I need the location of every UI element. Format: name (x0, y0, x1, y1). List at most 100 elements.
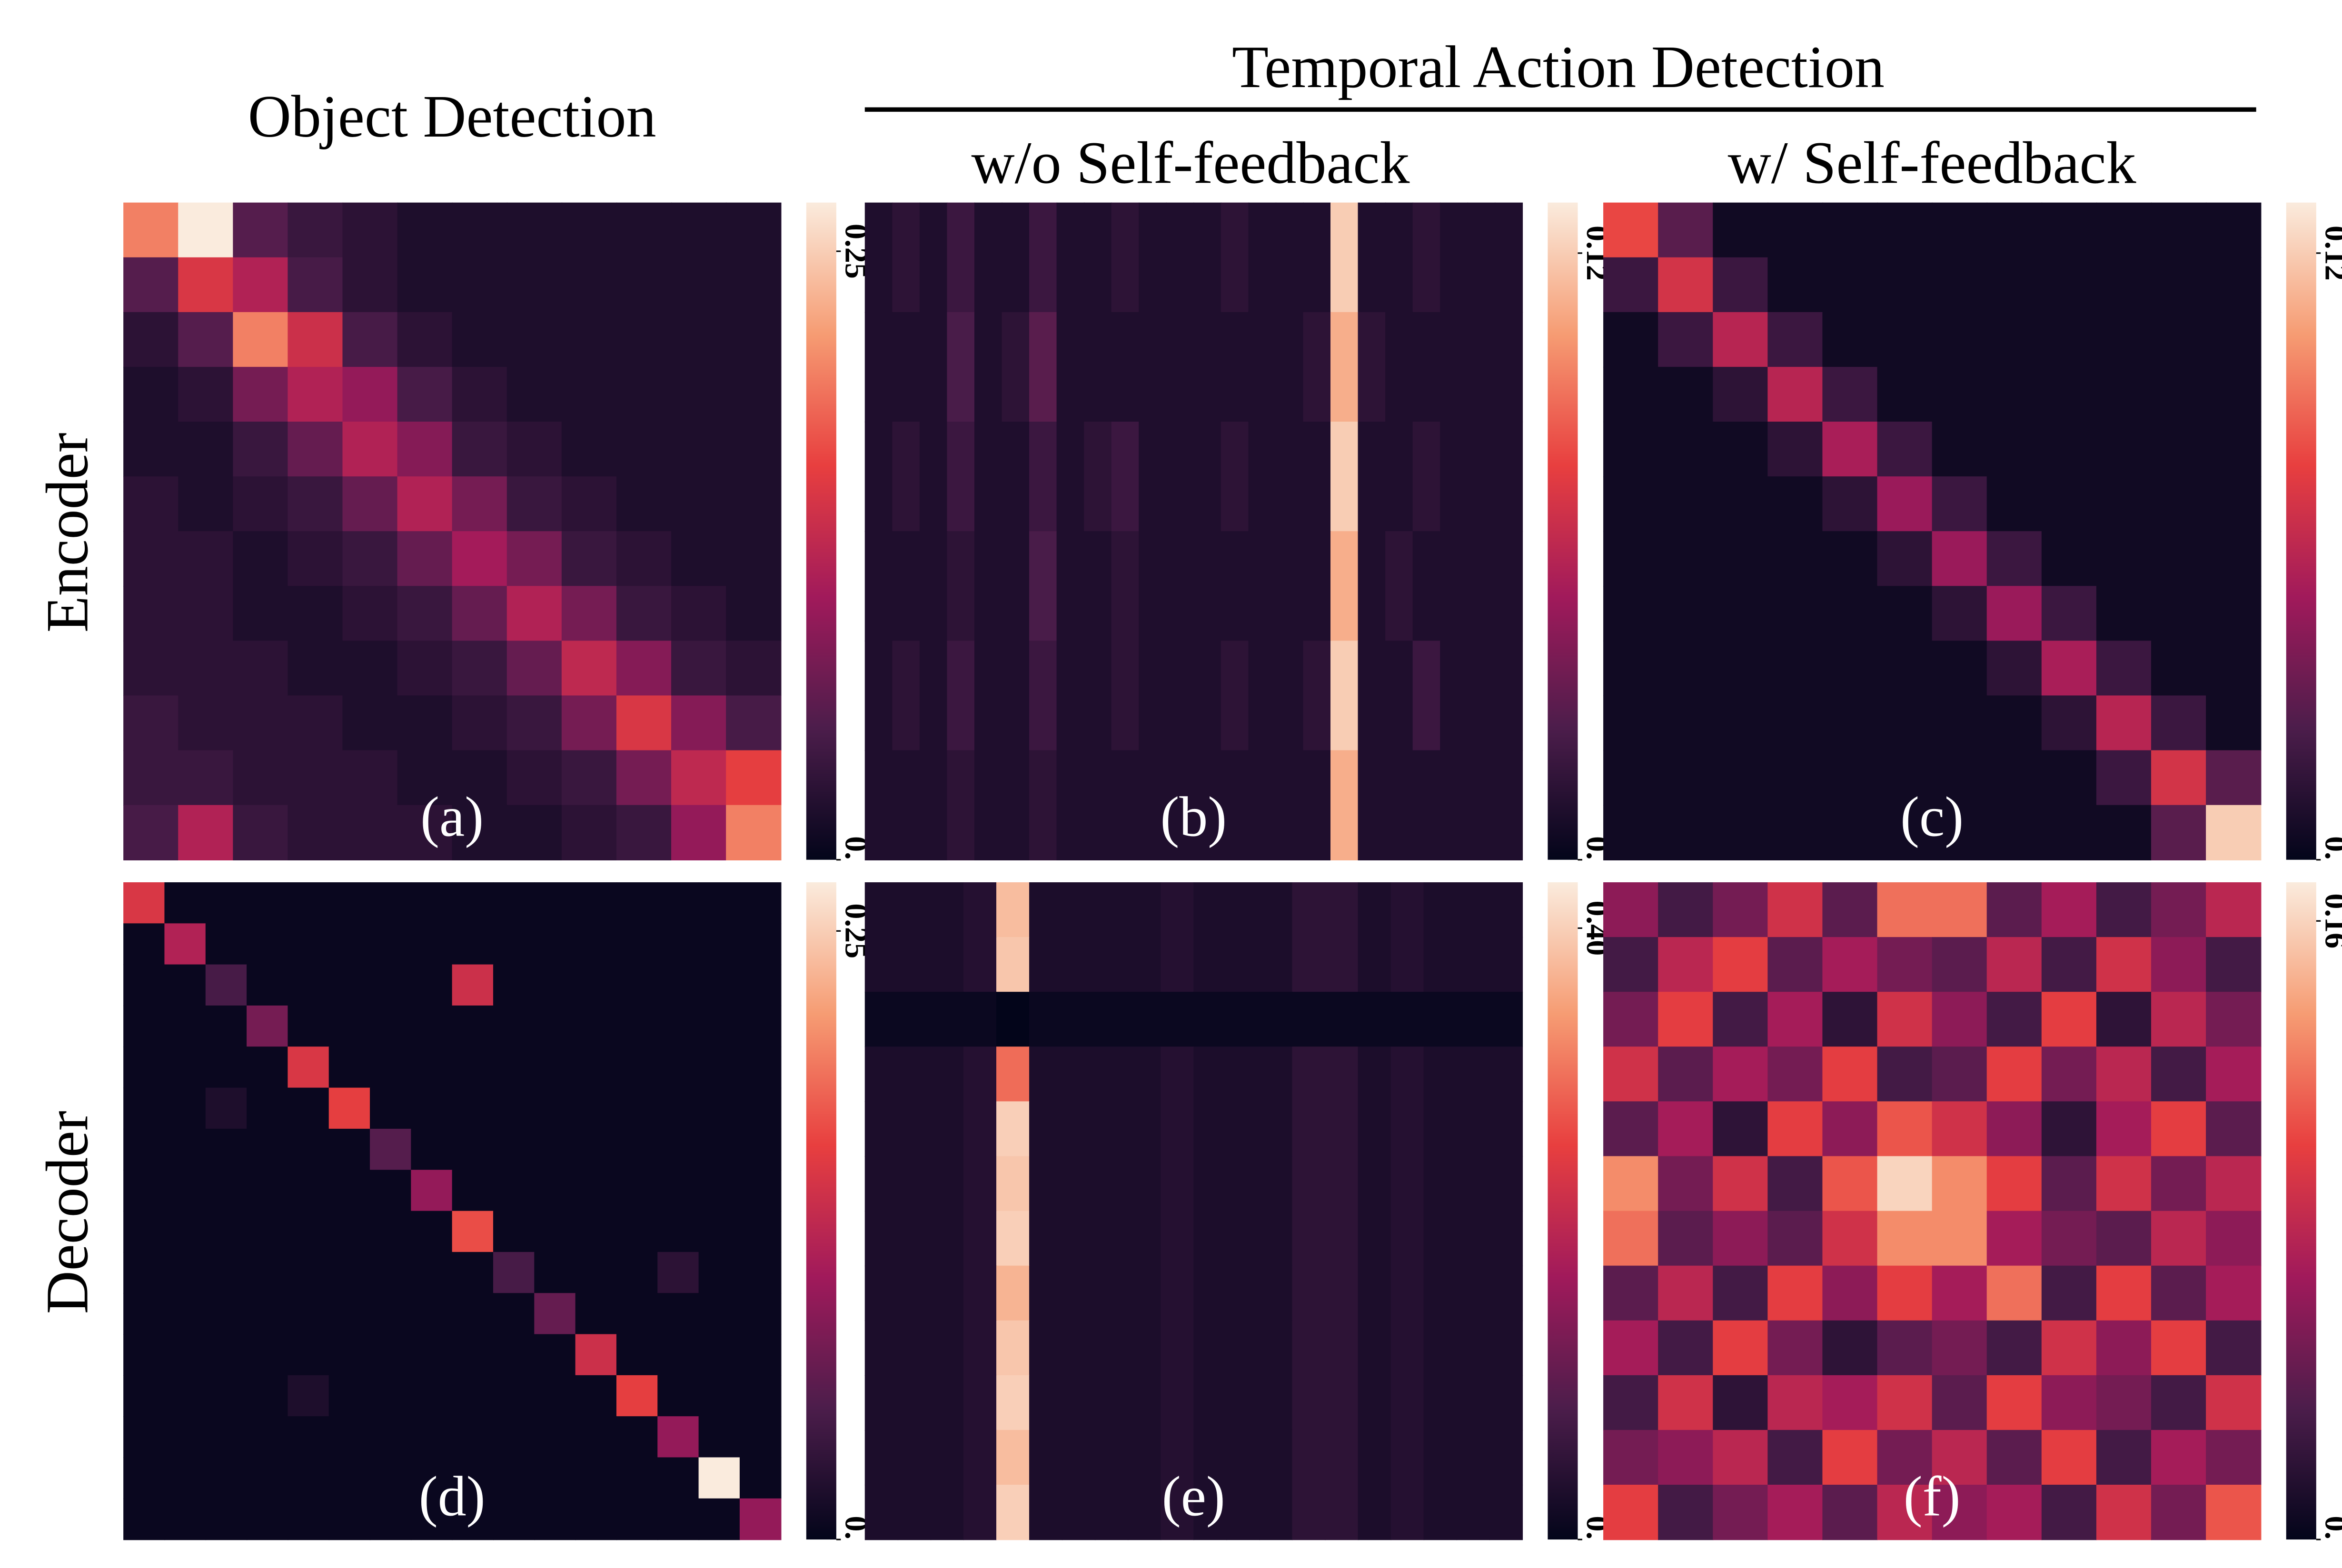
heatmap-cell (1456, 1485, 1490, 1540)
heatmap-cell (1128, 1375, 1161, 1431)
heatmap-cell (1358, 1211, 1391, 1266)
heatmap-cell (1932, 202, 1987, 258)
heatmap-cell (2206, 1485, 2262, 1540)
colorbar-tick-label: 0.16 (2318, 893, 2342, 948)
heatmap-cell (1002, 641, 1030, 751)
heatmap-cell (247, 923, 288, 965)
heatmap-cell (698, 1375, 741, 1417)
heatmap-cell (328, 1334, 371, 1376)
heatmap-cell (575, 1005, 617, 1047)
heatmap-cell (1822, 1485, 1878, 1540)
heatmap-cell (506, 586, 563, 641)
heatmap-cell (963, 1485, 997, 1540)
heatmap-cell (1822, 202, 1878, 258)
heatmap-cell (1932, 1156, 1987, 1212)
heatmap-cell (123, 750, 179, 806)
heatmap-cell (493, 882, 535, 924)
heatmap-cell (164, 1416, 207, 1458)
heatmap-cell (1029, 992, 1063, 1047)
heatmap-cell (1713, 695, 1768, 751)
heatmap-cell (616, 695, 672, 751)
heatmap-cell (123, 366, 179, 423)
heatmap-cell (1062, 1211, 1096, 1266)
heatmap-cell (1390, 1485, 1424, 1540)
heatmap-cell (342, 312, 398, 368)
heatmap-cell (657, 1252, 699, 1294)
column-title: w/ Self-feedback (1728, 130, 2137, 197)
heatmap-cell (534, 923, 576, 965)
heatmap-cell (963, 1265, 997, 1321)
heatmap-cell (2206, 1211, 2262, 1266)
heatmap-cell (963, 1430, 997, 1486)
heatmap-cell (2096, 312, 2152, 368)
heatmap-cell (897, 1375, 932, 1431)
heatmap-cell (1713, 1320, 1768, 1376)
heatmap-cell (1767, 1046, 1823, 1102)
heatmap-cell (1161, 1046, 1194, 1102)
heatmap-cell (616, 1252, 658, 1294)
heatmap-cell (1986, 1101, 2043, 1157)
heatmap-cell (1161, 1265, 1194, 1321)
heatmap-cell (974, 202, 1002, 313)
heatmap-cell (561, 366, 617, 423)
heatmap-cell (506, 312, 563, 368)
heatmap-cell (739, 923, 782, 965)
heatmap-cell (897, 937, 932, 993)
heatmap-cell (1877, 422, 1933, 477)
heatmap-cell (1877, 1430, 1933, 1486)
heatmap-cell (247, 1457, 288, 1499)
column-title: w/o Self-feedback (972, 130, 1410, 197)
heatmap-cell (1062, 937, 1096, 993)
heatmap-cell (1095, 937, 1129, 993)
heatmap-cell (1456, 1430, 1490, 1486)
heatmap-cell (328, 1005, 371, 1047)
heatmap-cell (671, 366, 727, 423)
heatmap-cell (1495, 422, 1523, 532)
heatmap-cell (1029, 1430, 1063, 1486)
heatmap-cell (328, 1293, 371, 1335)
heatmap-cell (1877, 1101, 1933, 1157)
heatmap-cell (963, 1375, 997, 1431)
heatmap-cell (1029, 750, 1057, 860)
heatmap-cell (1932, 1320, 1987, 1376)
heatmap-cell (1986, 750, 2043, 806)
heatmap-cell (1226, 1101, 1260, 1157)
heatmap-cell (411, 923, 453, 965)
heatmap-cell (897, 1101, 932, 1157)
heatmap-cell (493, 1293, 535, 1335)
heatmap-cell (2096, 1156, 2152, 1212)
heatmap-cell (1193, 641, 1222, 751)
heatmap-cell (657, 1128, 699, 1171)
heatmap-cell (178, 586, 234, 641)
heatmap-cell (1822, 366, 1878, 423)
heatmap-cell (288, 1457, 329, 1499)
heatmap-cell (2096, 1101, 2152, 1157)
heatmap-cell (452, 257, 508, 313)
heatmap-cell (974, 312, 1002, 423)
heatmap-cell (1877, 1320, 1933, 1376)
heatmap-cell (1193, 202, 1222, 313)
heatmap-cell (1932, 422, 1987, 477)
heatmap-cell (1248, 422, 1277, 532)
heatmap-cell (1358, 202, 1386, 313)
heatmap-cell (1713, 641, 1768, 696)
heatmap-cell (892, 531, 921, 641)
heatmap-cell (288, 923, 329, 965)
heatmap-cell (164, 964, 207, 1006)
heatmap-cell (974, 422, 1002, 532)
heatmap-cell (616, 1005, 658, 1047)
heatmap-cell (930, 1485, 964, 1540)
heatmap-cell (919, 531, 948, 641)
panel-label: (c) (1900, 785, 1964, 848)
heatmap-cell (534, 1375, 576, 1417)
heatmap-cell (328, 1416, 371, 1458)
heatmap-cell (1139, 750, 1167, 860)
heatmap-cell (1221, 750, 1249, 860)
heatmap-cell (506, 695, 563, 751)
heatmap-cell (288, 1293, 329, 1335)
heatmap-cell (1658, 202, 1714, 258)
heatmap-cell (1932, 257, 1987, 313)
heatmap-cell (1128, 1430, 1161, 1486)
heatmap-cell (698, 1128, 741, 1171)
heatmap-cell (411, 1170, 453, 1212)
